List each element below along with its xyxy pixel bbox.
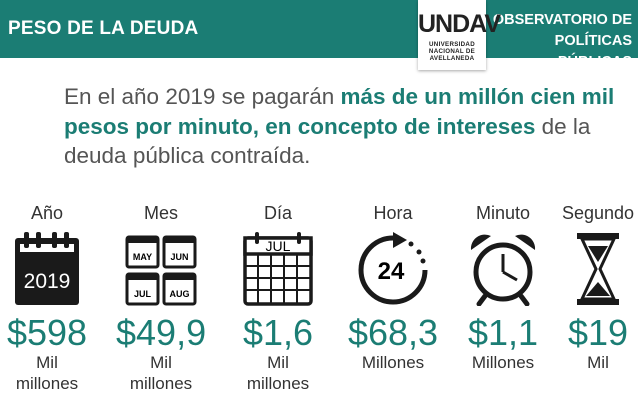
calendar-day-text: JUL — [266, 238, 291, 254]
clock-24-text: 24 — [378, 258, 405, 285]
stat-unit: Mil millones — [246, 353, 310, 393]
stat-unit: Mil millones — [15, 353, 79, 393]
logo-line-2: NACIONAL DE — [428, 48, 476, 55]
calendar-months-icon: MAY JUN JUL AUG — [125, 235, 197, 306]
logo-line-1: UNIVERSIDAD — [429, 41, 475, 48]
stat-label: Día — [263, 203, 292, 223]
headline-part2: de la deuda pública contraída. — [64, 113, 591, 169]
stat-label: Hora — [373, 203, 413, 223]
observatorio-title: OBSERVATORIO DE POLÍTICAS PÚBLICAS — [482, 10, 632, 73]
month-jul: JUL — [134, 289, 152, 299]
undav-logo: UNDAV UNIVERSIDAD NACIONAL DE AVELLANEDA — [418, 0, 501, 70]
calendar-year-text: 2019 — [24, 270, 71, 293]
hourglass-icon — [577, 233, 619, 305]
observatorio-line1: OBSERVATORIO DE — [492, 12, 632, 28]
stat-label: Año — [30, 203, 64, 223]
month-aug: AUG — [170, 289, 190, 299]
stat-label: Segundo — [561, 203, 635, 223]
month-may: MAY — [133, 252, 152, 262]
calendar-year-icon: 2019 — [15, 232, 79, 305]
stat-value: $1,6 — [242, 312, 314, 353]
stat-unit: Mil millones — [129, 353, 193, 393]
calendar-day-icon: JUL — [243, 232, 313, 306]
stat-label: Mes — [143, 203, 178, 223]
headline-bold: más de un millón cien mil pesos por minu… — [64, 84, 615, 139]
stat-label: Minuto — [475, 203, 531, 223]
month-jun: JUN — [170, 252, 188, 262]
clock-24-icon: 24 — [358, 232, 428, 305]
logo-mark: UNDAV — [418, 10, 501, 38]
stat-hour: Hora 24 $68,3 Millones — [343, 200, 443, 373]
stat-year: Año 2019 $598 Mil millones — [2, 200, 92, 394]
page-title: PESO DE LA DEUDA — [8, 18, 199, 39]
observatorio-line2: POLÍTICAS PÚBLICAS — [554, 33, 632, 70]
stat-minute: Minuto $1,1 Millones — [458, 200, 548, 373]
stat-value: $68,3 — [347, 312, 439, 353]
headline: En el año 2019 se pagarán más de un mill… — [64, 82, 624, 171]
logo-line-3: AVELLANEDA — [429, 55, 475, 62]
header-bar: PESO DE LA DEUDA OBSERVATORIO DE POLÍTIC… — [0, 0, 638, 70]
stat-second: Segundo $19 Mil — [556, 200, 638, 373]
stat-value: $598 — [6, 312, 88, 353]
stat-value: $49,9 — [116, 312, 207, 353]
stat-month: Mes MAY JUN JUL AUG $49,9 Mil millones — [116, 200, 206, 394]
stat-unit: Mil — [587, 353, 609, 372]
alarm-clock-icon — [470, 234, 536, 306]
stat-unit: Millones — [361, 353, 425, 372]
headline-part1: En el año 2019 se pagarán — [64, 84, 341, 109]
stat-value: $19 — [567, 312, 629, 353]
stat-day: Día JUL $1,6 Mil millones — [233, 200, 323, 394]
stat-value: $1,1 — [467, 312, 539, 353]
stat-unit: Millones — [471, 353, 535, 372]
